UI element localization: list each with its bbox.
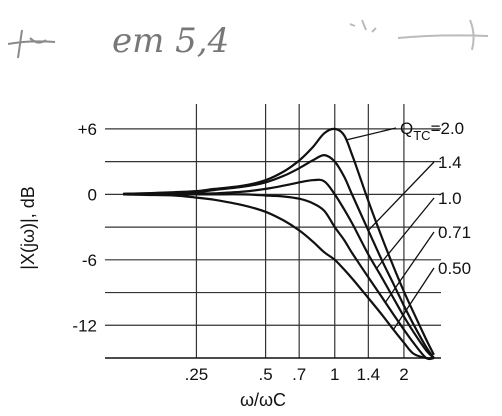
y-tick-label: -12 [72,316,97,335]
chart-legend: QTC=2.0 1.4 1.0 0.71 0.50 [345,119,471,330]
legend-leader-0 [345,127,397,141]
y-tick-label: 0 [88,185,97,204]
legend-label-3: 0.71 [438,223,471,242]
handwritten-note-text: em 5,4 [112,21,229,61]
series-curve-2 [123,178,435,359]
y-tick-label: +6 [78,120,97,139]
x-tick-label: .5 [259,365,273,384]
x-tick-label: .25 [185,365,209,384]
y-tick-label: -6 [82,251,97,270]
series-curve-1 [123,154,435,359]
series-curve-4 [123,193,434,360]
series-curve-0 [123,127,435,356]
x-axis-label: ω/ωC [240,390,286,410]
x-tick-label: .7 [292,365,306,384]
x-tick-label: 2 [399,365,408,384]
legend-label-2: 1.0 [438,189,462,208]
handwritten-note: em 5,4 [7,19,489,61]
chart-ticks: .25 .5 .7 1 1.4 2 +6 0 -6 -12 [72,120,408,384]
x-tick-label: 1 [330,365,339,384]
legend-label-0: QTC=2.0 [400,119,464,143]
chart-grid [105,104,441,359]
legend-leader-2 [376,197,435,269]
legend-leader-3 [384,231,435,303]
chart-curves [123,127,435,361]
legend-leader-4 [392,267,435,330]
x-tick-label: 1.4 [357,365,381,384]
legend-label-1: 1.4 [438,153,462,172]
legend-leader-1 [367,161,435,231]
scribble-left [7,29,56,59]
series-curve-3 [123,193,435,361]
y-axis-label: |X(jω)|, dB [18,186,38,269]
legend-label-4: 0.50 [438,259,471,278]
handwritten-scribbles [7,19,489,59]
scribble-right [349,19,489,51]
